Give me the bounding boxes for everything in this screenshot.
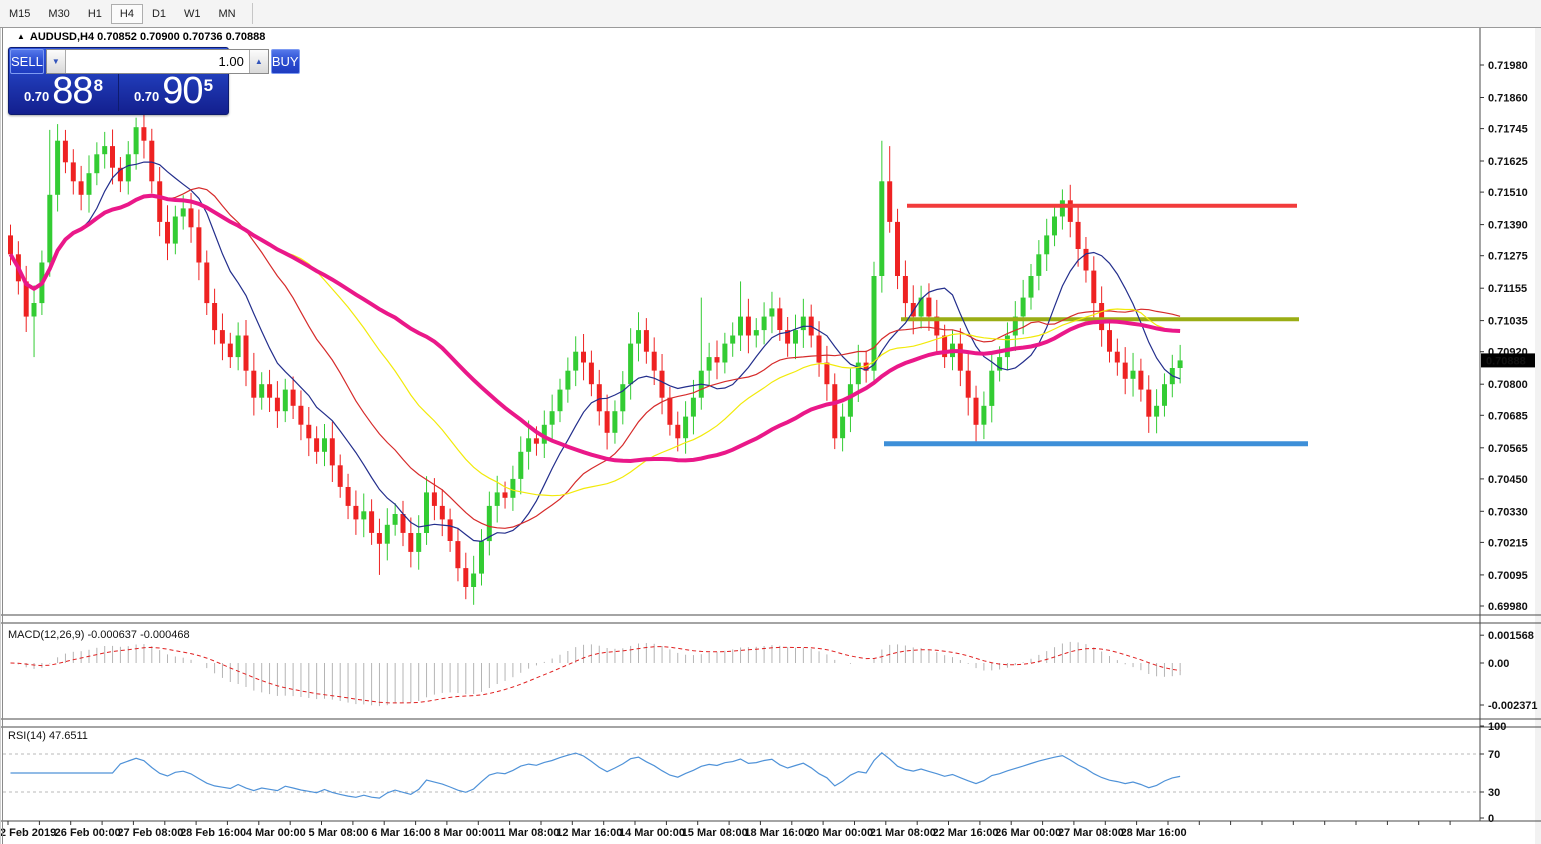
svg-text:11 Mar 08:00: 11 Mar 08:00 xyxy=(494,827,559,839)
svg-text:28 Mar 16:00: 28 Mar 16:00 xyxy=(1121,827,1187,839)
svg-text:27 Feb 08:00: 27 Feb 08:00 xyxy=(117,827,183,839)
toolbar-tab-h1[interactable]: H1 xyxy=(87,7,102,20)
svg-text:70: 70 xyxy=(1488,749,1500,761)
buy-price-prefix: 0.70 xyxy=(133,89,160,104)
svg-text:12 Mar 16:00: 12 Mar 16:00 xyxy=(556,827,622,839)
svg-text:0.71860: 0.71860 xyxy=(1488,93,1528,105)
sell-price-pip: 8 xyxy=(93,76,104,95)
svg-text:0.70888: 0.70888 xyxy=(1486,355,1526,367)
svg-text:0.71390: 0.71390 xyxy=(1488,220,1528,232)
svg-text:0.71980: 0.71980 xyxy=(1488,60,1528,72)
current-price-tag xyxy=(1481,353,1535,368)
chart-title: ▲ AUDUSD,H4 0.70852 0.70900 0.70736 0.708… xyxy=(17,31,265,43)
svg-text:0.69980: 0.69980 xyxy=(1488,601,1528,613)
sell-price-prefix: 0.70 xyxy=(23,89,50,104)
svg-text:22 Feb 2019: 22 Feb 2019 xyxy=(0,827,56,839)
svg-text:18 Mar 16:00: 18 Mar 16:00 xyxy=(744,827,810,839)
svg-text:26 Mar 00:00: 26 Mar 00:00 xyxy=(995,827,1061,839)
svg-text:4 Mar 00:00: 4 Mar 00:00 xyxy=(246,827,306,839)
sell-price-big: 88 xyxy=(52,70,93,113)
buy-price-pip: 5 xyxy=(203,76,214,95)
svg-text:20 Mar 00:00: 20 Mar 00:00 xyxy=(807,827,873,839)
ma-50 xyxy=(8,193,1181,464)
svg-text:0.70450: 0.70450 xyxy=(1488,474,1528,486)
svg-text:0.70215: 0.70215 xyxy=(1488,537,1528,549)
window-border-outer xyxy=(0,28,1,844)
symbol-direction-icon: ▲ xyxy=(17,32,25,41)
volume-decrease-button[interactable]: ▼ xyxy=(46,50,66,73)
svg-text:6 Mar 16:00: 6 Mar 16:00 xyxy=(371,827,431,839)
svg-text:0.70685: 0.70685 xyxy=(1488,410,1528,422)
toolbar-tab-h4[interactable]: H4 xyxy=(110,3,143,24)
svg-text:0.70565: 0.70565 xyxy=(1488,443,1528,455)
svg-text:0.71625: 0.71625 xyxy=(1488,156,1528,168)
svg-text:0: 0 xyxy=(1488,813,1494,825)
svg-text:26 Feb 00:00: 26 Feb 00:00 xyxy=(55,827,121,839)
toolbar-tab-mn[interactable]: MN xyxy=(218,7,236,20)
svg-text:0.71155: 0.71155 xyxy=(1488,283,1527,295)
macd-axis[interactable]: 0.001568 0.00 -0.002371 xyxy=(1480,630,1538,712)
macd-label: MACD(12,26,9) -0.000637 -0.000468 xyxy=(8,629,190,641)
ma-34 xyxy=(9,195,1181,497)
ma-lines xyxy=(8,161,1181,543)
rsi-pane[interactable] xyxy=(3,752,1480,799)
ma-10 xyxy=(9,161,1181,543)
svg-text:5 Mar 08:00: 5 Mar 08:00 xyxy=(309,827,369,839)
volume-input[interactable] xyxy=(65,50,249,73)
one-click-trading-panel: SELL ▼ ▲ BUY 0.70 88 8 0.70 90 5 xyxy=(8,47,300,115)
volume-stepper: ▼ ▲ xyxy=(45,49,269,74)
timeframe-toolbar: M15 M30 H1 H4 D1 W1 MN xyxy=(0,0,1541,28)
svg-text:30: 30 xyxy=(1488,787,1500,799)
buy-button[interactable]: BUY xyxy=(270,49,300,74)
rsi-label: RSI(14) 47.6511 xyxy=(8,730,88,742)
buy-price-display[interactable]: 0.70 90 5 xyxy=(119,70,228,113)
svg-text:28 Feb 16:00: 28 Feb 16:00 xyxy=(180,827,246,839)
svg-text:0.70330: 0.70330 xyxy=(1488,506,1528,518)
toolbar-tab-w1[interactable]: W1 xyxy=(184,7,201,20)
price-axis[interactable]: 0.71980 0.71860 0.71745 0.71625 0.71510 0.713… xyxy=(1480,60,1535,613)
svg-text:0.71510: 0.71510 xyxy=(1488,187,1528,199)
rsi-line xyxy=(10,752,1181,799)
rsi-axis[interactable]: 100 70 30 0 xyxy=(1480,721,1506,825)
volume-increase-button[interactable]: ▲ xyxy=(248,50,268,73)
svg-text:0.00: 0.00 xyxy=(1488,658,1509,670)
toolbar-tab-d1[interactable]: D1 xyxy=(151,7,166,20)
svg-text:0.71745: 0.71745 xyxy=(1488,124,1528,136)
sell-price-display[interactable]: 0.70 88 8 xyxy=(9,70,119,113)
svg-text:0.71275: 0.71275 xyxy=(1488,251,1528,263)
trend-levels[interactable] xyxy=(884,203,1308,447)
pane-splitters[interactable] xyxy=(0,28,1541,822)
svg-text:8 Mar 00:00: 8 Mar 00:00 xyxy=(434,827,494,839)
svg-text:21 Mar 08:00: 21 Mar 08:00 xyxy=(870,827,936,839)
buy-price-big: 90 xyxy=(162,70,203,113)
toolbar-divider xyxy=(251,3,253,24)
window-right-edge xyxy=(1535,28,1541,844)
svg-text:0.70800: 0.70800 xyxy=(1488,379,1528,391)
chart-title-text: AUDUSD,H4 0.70852 0.70900 0.70736 0.7088… xyxy=(29,31,266,43)
candles-layer[interactable] xyxy=(8,109,1183,605)
svg-text:100: 100 xyxy=(1488,721,1506,733)
sell-button[interactable]: SELL xyxy=(10,49,44,74)
svg-text:0.71035: 0.71035 xyxy=(1488,316,1528,328)
svg-text:15 Mar 08:00: 15 Mar 08:00 xyxy=(682,827,748,839)
toolbar-tab-m30[interactable]: M30 xyxy=(48,7,70,20)
svg-text:0.001568: 0.001568 xyxy=(1488,630,1534,642)
ma-21 xyxy=(9,187,1181,529)
toolbar-tab-m15[interactable]: M15 xyxy=(9,7,31,20)
macd-signal-line xyxy=(10,646,1181,704)
svg-text:0.70095: 0.70095 xyxy=(1488,570,1528,582)
window-border-inner xyxy=(2,28,3,844)
macd-pane[interactable] xyxy=(10,641,1181,707)
svg-text:14 Mar 00:00: 14 Mar 00:00 xyxy=(619,827,685,839)
svg-text:22 Mar 16:00: 22 Mar 16:00 xyxy=(932,827,998,839)
svg-text:27 Mar 08:00: 27 Mar 08:00 xyxy=(1058,827,1124,839)
svg-text:-0.002371: -0.002371 xyxy=(1488,700,1538,712)
